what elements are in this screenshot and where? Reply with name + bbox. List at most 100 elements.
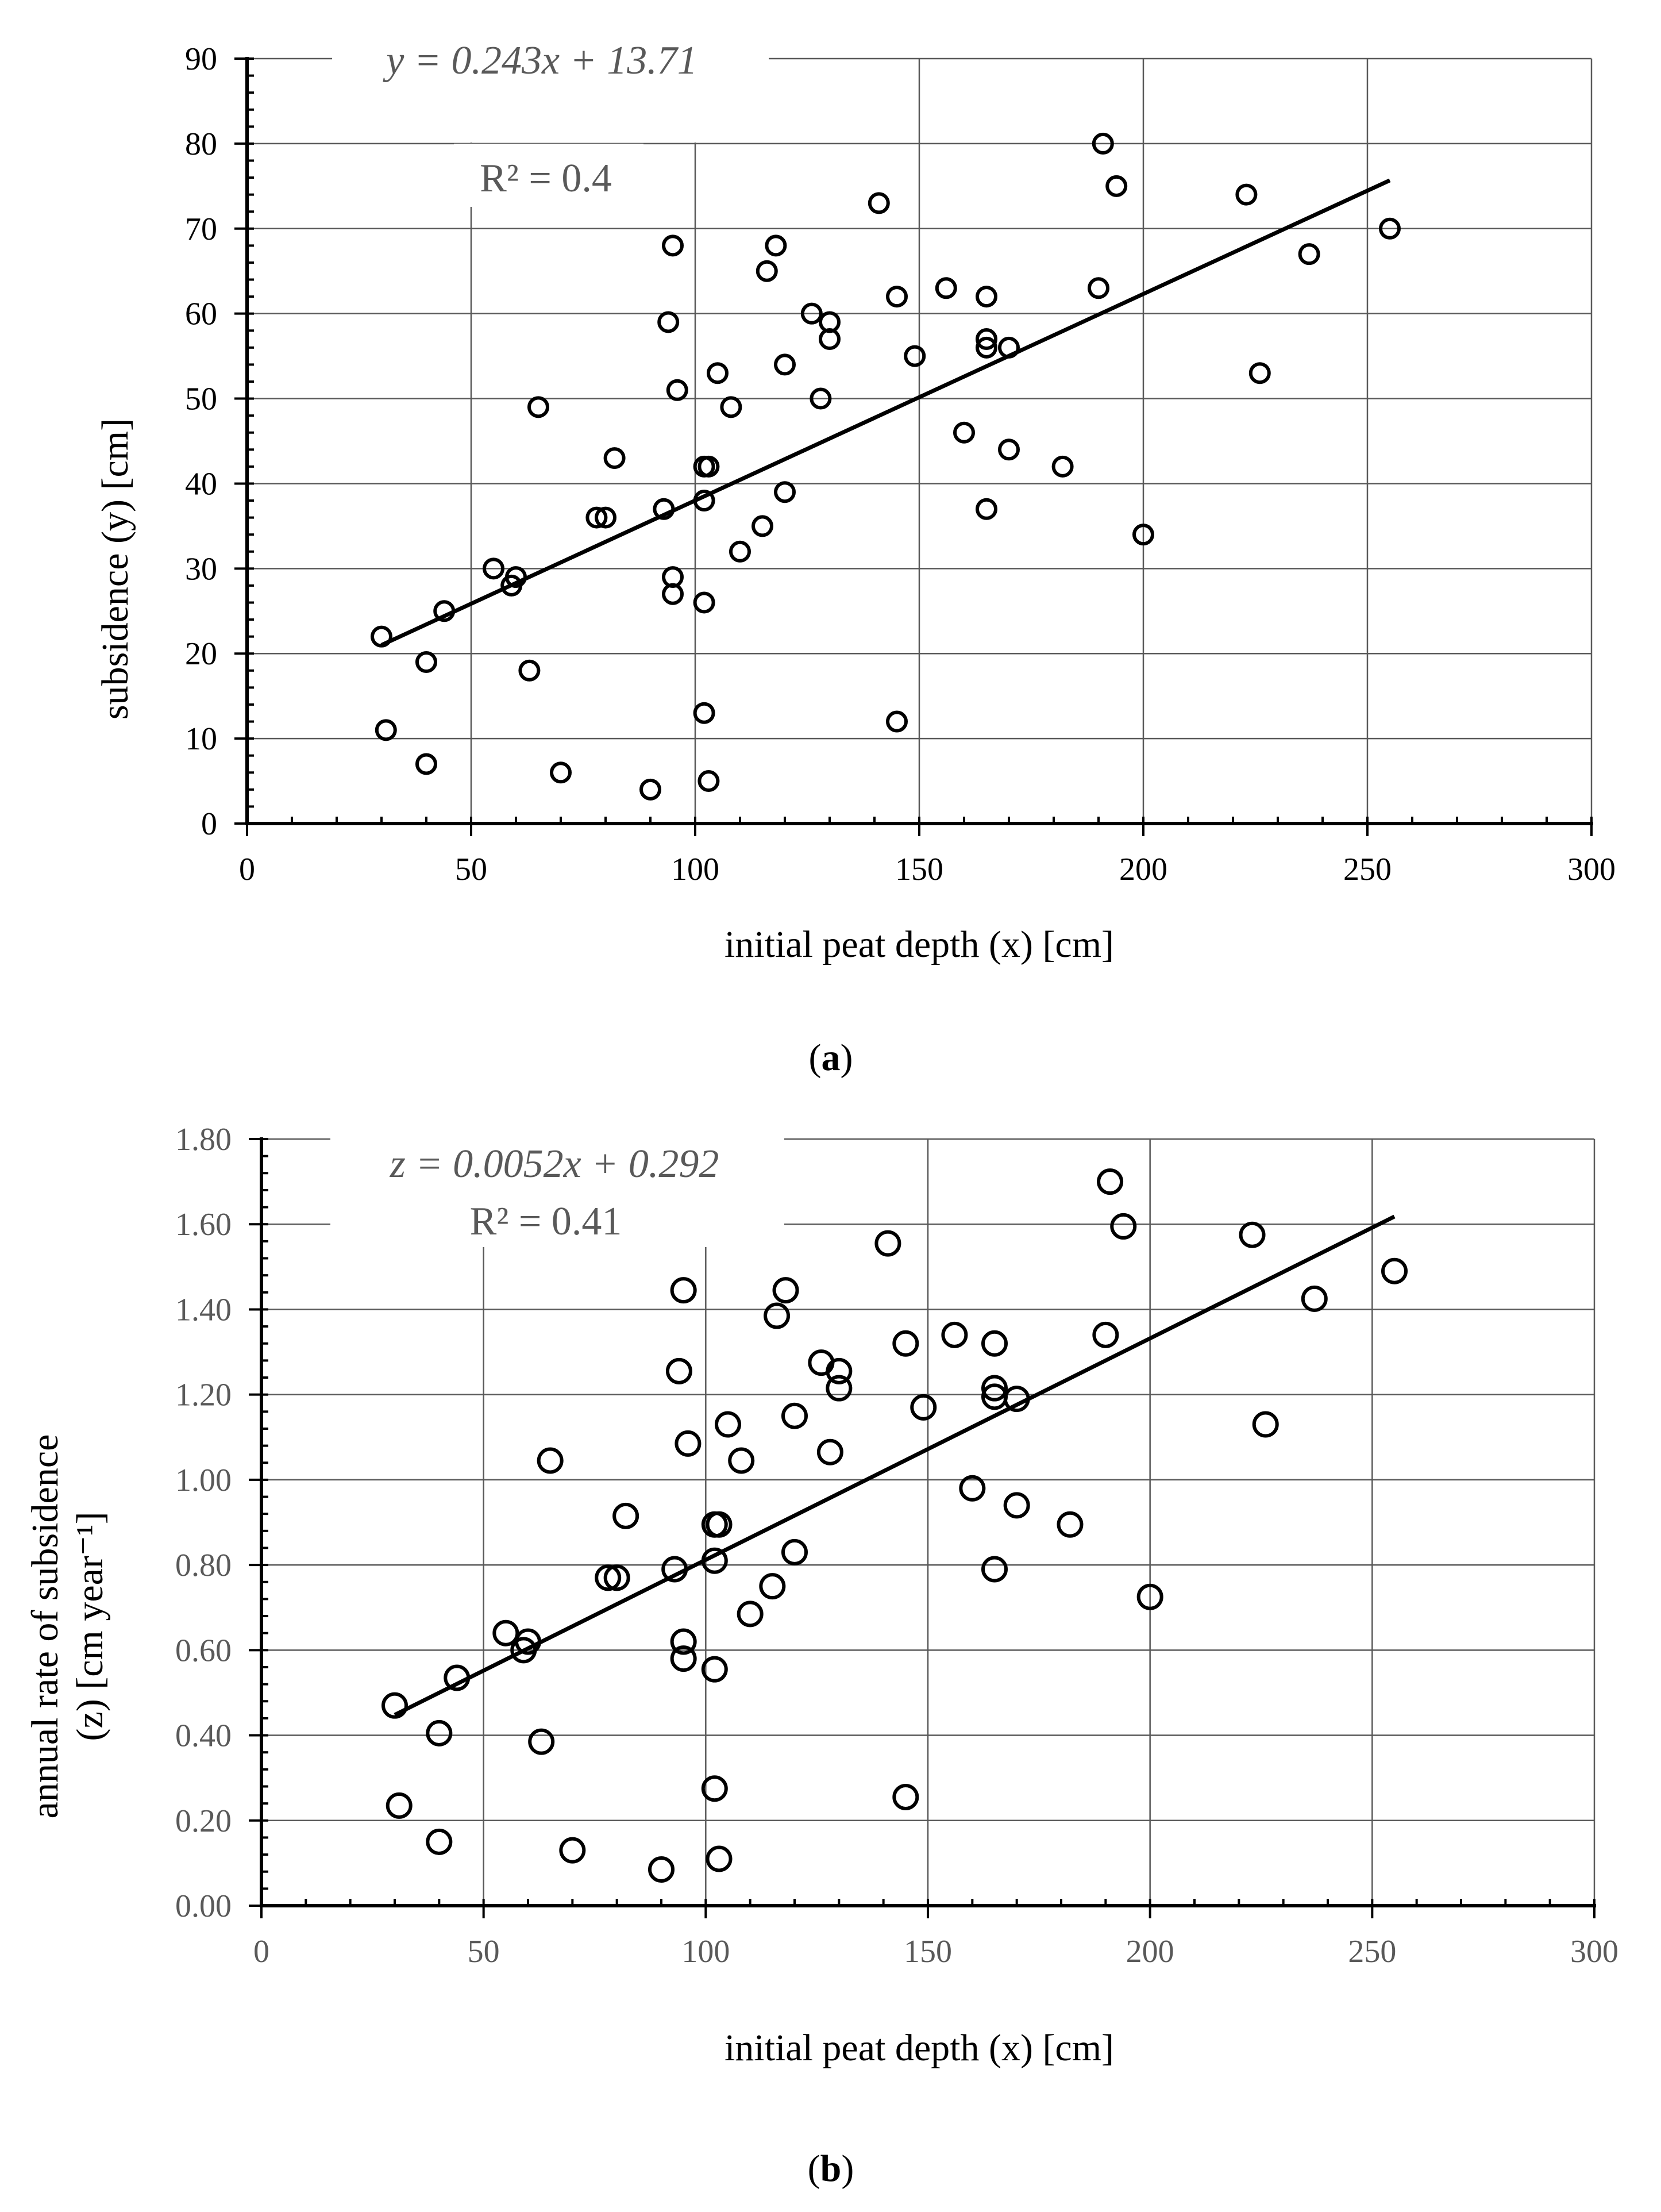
panel-b-data-point	[1092, 1321, 1119, 1348]
panel-b-y-axis-title-line1: annual rate of subsidence	[24, 1434, 66, 1819]
panel-a-x-tick-label: 50	[455, 852, 487, 887]
panel-b-x-tick-labels: 0 50 100 150 200 250 300	[253, 1934, 1618, 1969]
panel-a-data-point	[953, 421, 975, 444]
panel-b-data-point	[892, 1784, 919, 1811]
panel-b-data-point	[665, 1357, 692, 1384]
panel-b-data-point	[1136, 1583, 1163, 1610]
panel-b-data-point	[515, 1628, 541, 1655]
panel-b-y-tick-label: 0.60	[175, 1633, 232, 1668]
panel-b-data-point	[706, 1511, 733, 1538]
panel-b-data-point	[426, 1828, 453, 1855]
panel-a-data-point	[693, 591, 715, 614]
panel-b-data-point	[941, 1321, 968, 1348]
panel-a-data-point	[976, 286, 997, 308]
panel-b-x-axis-title: initial peat depth (x) [cm]	[724, 2027, 1114, 2069]
panel-a-scatter-chart: 0 50 100 150 200 250 300 0 10 20 30 40 50 60 70 80 90 y…	[94, 28, 1616, 1079]
panel-a-data-point	[653, 498, 675, 520]
panel-b-data-point	[528, 1728, 555, 1755]
panel-b-data-point	[981, 1375, 1008, 1402]
panel-a-data-point	[1092, 132, 1114, 155]
panel-b-data-point	[981, 1556, 1008, 1583]
panel-a-trendline-layer	[380, 178, 1391, 647]
panel-a-data-point	[935, 277, 957, 299]
panel-a-data-point	[800, 302, 823, 325]
panel-b-data-point	[728, 1447, 755, 1474]
panel-a-data-point	[904, 345, 926, 367]
panel-a-data-point	[415, 651, 437, 674]
panel-b-data-point	[874, 1230, 901, 1257]
panel-a-data-point	[976, 336, 997, 359]
panel-b-y-tick-label: 1.20	[175, 1378, 232, 1413]
panel-b-data-point	[1057, 1511, 1084, 1538]
panel-a-y-tick-label: 10	[185, 721, 217, 757]
panel-a-r2-background	[454, 144, 643, 207]
panel-b-data-point	[910, 1394, 937, 1421]
panel-a-data-point	[483, 557, 504, 580]
panel-a-data-point	[375, 719, 397, 741]
panel-a-gridlines	[247, 57, 1593, 824]
panel-a-x-tick-labels: 0 50 100 150 200 250 300	[239, 852, 1616, 887]
panel-a-x-tick-label: 200	[1119, 852, 1167, 887]
panel-a-data-point	[774, 353, 796, 376]
panel-a-y-tick-label: 60	[185, 297, 217, 332]
panel-b-data-point	[444, 1664, 471, 1691]
panel-b-data-point	[675, 1430, 702, 1457]
panel-b-trendline-layer	[394, 1214, 1396, 1717]
panel-b-trendline	[394, 1214, 1396, 1717]
panel-b-y-tick-label: 1.80	[175, 1122, 232, 1157]
panel-b-data-point	[670, 1277, 697, 1304]
panel-a-data-points	[371, 132, 1401, 801]
panel-b-scatter-chart: 0 50 100 150 200 250 300 0.00 0.20 0.40 0.60 0.80 1…	[24, 1121, 1618, 2190]
panel-a-data-point	[1379, 217, 1401, 240]
panel-b-data-point	[648, 1856, 675, 1883]
panel-b-y-tick-label: 0.20	[175, 1803, 232, 1839]
panel-a-data-point	[518, 659, 541, 682]
panel-b-data-point	[1003, 1492, 1030, 1519]
panel-b-data-points	[381, 1168, 1408, 1883]
panel-a-data-point	[697, 455, 720, 478]
panel-a-data-point	[693, 702, 715, 724]
panel-a-data-point	[1132, 524, 1154, 546]
panel-b-data-point	[981, 1330, 1008, 1357]
panel-a-data-point	[662, 234, 684, 257]
panel-a-x-tick-label: 250	[1343, 852, 1392, 887]
panel-b-data-point	[595, 1564, 622, 1591]
panel-a-data-point	[729, 540, 751, 563]
panel-a-data-point	[371, 625, 392, 648]
panel-b-x-tick-label: 0	[253, 1934, 269, 1969]
panel-b-data-point	[892, 1330, 919, 1357]
panel-b-data-point	[715, 1411, 741, 1438]
panel-b-data-point	[1110, 1213, 1137, 1240]
panel-a-data-point	[666, 379, 688, 401]
panel-b-data-point	[959, 1475, 986, 1502]
panel-b-r-squared: R² = 0.41	[470, 1199, 622, 1244]
panel-b-data-point	[701, 1656, 728, 1683]
panel-a-data-point	[707, 362, 729, 384]
panel-b-x-tick-label: 300	[1570, 1934, 1618, 1969]
panel-a-data-point	[1248, 362, 1271, 384]
panel-b-data-point	[826, 1357, 853, 1384]
panel-b-data-point	[559, 1837, 586, 1864]
panel-a-y-tick-label: 80	[185, 126, 217, 162]
panel-a-data-point	[720, 396, 742, 418]
panel-a-x-tick-label: 150	[895, 852, 943, 887]
panel-b-x-tick-label: 250	[1348, 1934, 1396, 1969]
panel-b-x-tick-label: 50	[468, 1934, 500, 1969]
panel-b-data-point	[661, 1556, 688, 1583]
panel-b-data-point	[781, 1402, 808, 1429]
panel-a-data-point	[765, 234, 787, 257]
panel-a-data-point	[693, 490, 715, 512]
panel-a-y-tick-labels: 0 10 20 30 40 50 60 70 80 90	[185, 41, 217, 842]
panel-a-data-point	[756, 260, 778, 282]
panel-b-data-point	[1301, 1285, 1328, 1312]
panel-a-data-point	[639, 778, 661, 801]
panel-b-data-point	[603, 1564, 630, 1591]
panel-a-data-point	[603, 447, 626, 470]
panel-a-data-point	[433, 600, 456, 622]
panel-a-data-point	[527, 396, 549, 418]
panel-a-equation-background	[332, 28, 769, 143]
panel-b-y-axis-title-line2: (z) [cm year⁻¹]	[69, 1511, 111, 1741]
panel-b-data-point	[1252, 1411, 1279, 1438]
panel-b-data-point	[670, 1628, 697, 1655]
